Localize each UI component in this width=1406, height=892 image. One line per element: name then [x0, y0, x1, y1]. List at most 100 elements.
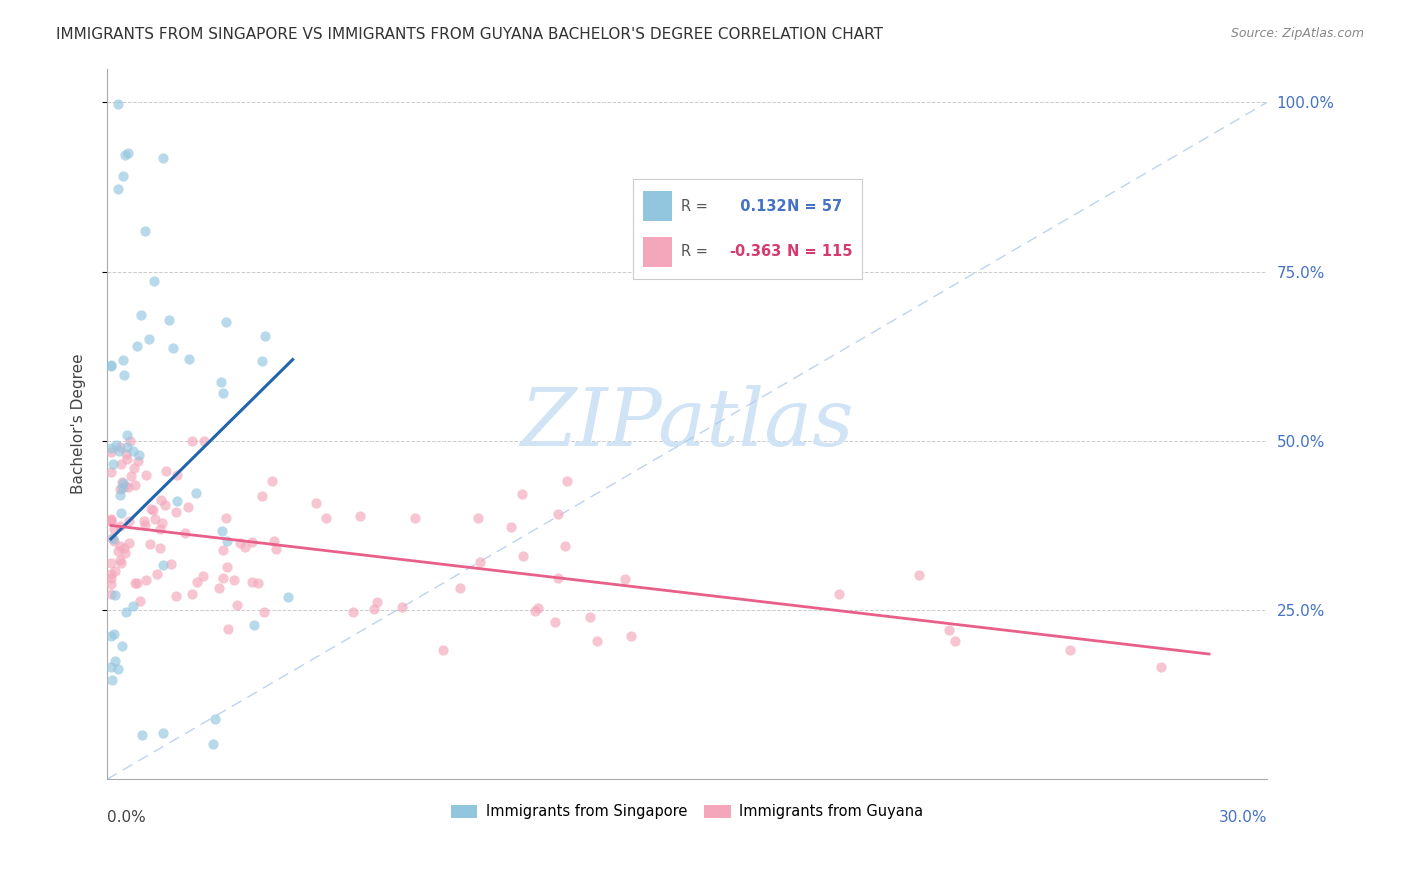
Point: [240, 534, 263, 549]
Point: [107, 443, 129, 458]
Point: [107, 182, 129, 196]
Point: [157, 313, 180, 327]
Point: [115, 447, 138, 461]
Point: [103, 522, 125, 536]
Point: [252, 353, 274, 368]
Y-axis label: Bachelor's Degree: Bachelor's Degree: [72, 353, 86, 494]
Point: [134, 518, 156, 533]
Point: [100, 629, 122, 643]
Text: N = 57: N = 57: [787, 199, 842, 213]
Point: [243, 618, 266, 632]
Point: [181, 434, 204, 448]
Point: [209, 375, 232, 389]
Point: [432, 643, 454, 657]
Point: [252, 605, 274, 619]
Point: [404, 511, 426, 525]
Point: [149, 541, 172, 556]
Point: [247, 575, 270, 590]
Point: [100, 577, 122, 591]
Text: Source: ZipAtlas.com: Source: ZipAtlas.com: [1230, 27, 1364, 40]
FancyBboxPatch shape: [643, 191, 672, 221]
Point: [142, 503, 165, 517]
Point: [184, 485, 207, 500]
Point: [228, 536, 250, 550]
Point: [524, 604, 547, 618]
Point: [104, 437, 127, 451]
Point: [100, 571, 122, 585]
Point: [391, 599, 413, 614]
Point: [224, 573, 246, 587]
Text: 0.132: 0.132: [730, 199, 786, 213]
Point: [108, 482, 131, 496]
Text: ZIPatlas: ZIPatlas: [520, 385, 853, 463]
Point: [145, 566, 167, 581]
Point: [150, 516, 173, 530]
Point: [526, 600, 548, 615]
Point: [143, 275, 166, 289]
Point: [120, 434, 142, 448]
Point: [586, 634, 609, 648]
Point: [122, 461, 145, 475]
Point: [215, 560, 238, 574]
Point: [114, 605, 136, 619]
Point: [131, 728, 153, 742]
Point: [100, 514, 122, 528]
Point: [107, 544, 129, 558]
Point: [134, 224, 156, 238]
Text: N = 115: N = 115: [787, 244, 852, 260]
Point: [100, 359, 122, 373]
Point: [166, 467, 188, 482]
Point: [103, 627, 125, 641]
Point: [149, 492, 172, 507]
Text: R =: R =: [682, 244, 709, 260]
Point: [181, 587, 204, 601]
Point: [117, 480, 139, 494]
Point: [173, 526, 195, 541]
Point: [449, 581, 471, 595]
Point: [177, 500, 200, 514]
Point: [240, 574, 263, 589]
Point: [124, 478, 146, 492]
Point: [186, 574, 208, 589]
Point: [139, 537, 162, 551]
Point: [211, 524, 233, 539]
Point: [108, 440, 131, 454]
Point: [117, 145, 139, 160]
Point: [139, 502, 162, 516]
Point: [122, 599, 145, 614]
Text: IMMIGRANTS FROM SINGAPORE VS IMMIGRANTS FROM GUYANA BACHELOR'S DEGREE CORRELATIO: IMMIGRANTS FROM SINGAPORE VS IMMIGRANTS …: [56, 27, 883, 42]
Point: [277, 590, 299, 604]
Point: [125, 339, 148, 353]
Point: [152, 725, 174, 739]
Point: [943, 634, 966, 648]
Point: [315, 511, 337, 525]
Point: [110, 488, 132, 502]
Point: [260, 474, 283, 488]
Point: [138, 332, 160, 346]
Point: [152, 558, 174, 573]
Point: [143, 512, 166, 526]
Point: [103, 534, 125, 549]
Point: [547, 570, 569, 584]
Point: [101, 532, 124, 546]
Point: [135, 467, 157, 482]
Point: [115, 441, 138, 455]
Point: [342, 605, 364, 619]
Point: [215, 511, 238, 525]
Point: [162, 342, 184, 356]
Point: [114, 148, 136, 162]
Point: [254, 329, 277, 343]
Point: [100, 556, 122, 570]
Point: [132, 515, 155, 529]
Text: -0.363: -0.363: [730, 244, 782, 260]
Point: [127, 454, 149, 468]
Point: [112, 169, 135, 183]
Point: [499, 519, 522, 533]
Point: [101, 457, 124, 471]
Point: [100, 586, 122, 600]
Point: [115, 451, 138, 466]
Point: [112, 541, 135, 555]
Point: [217, 622, 239, 636]
Point: [112, 368, 135, 383]
Point: [305, 496, 328, 510]
